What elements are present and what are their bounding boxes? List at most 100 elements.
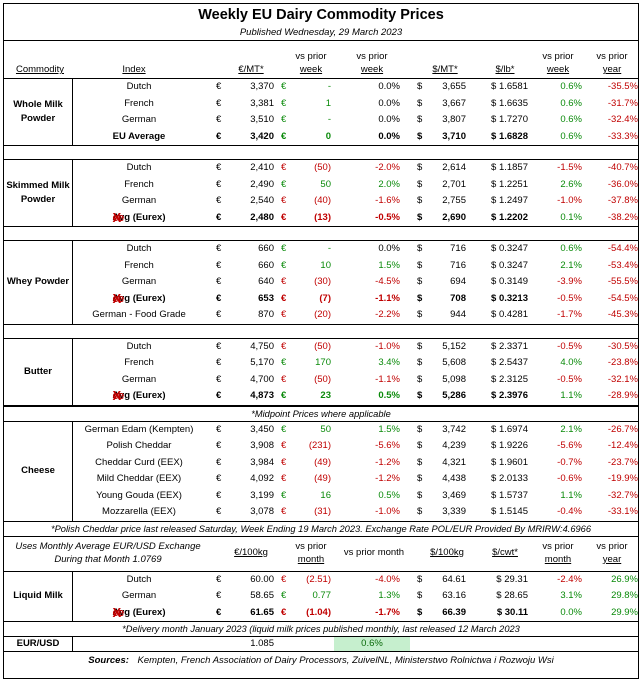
- header-cwt: $/cwt*: [492, 546, 518, 558]
- dollar-symbol: $: [417, 178, 423, 190]
- usd-price: 944: [450, 309, 466, 320]
- usd-per-lb: $ 1.6828: [491, 130, 528, 142]
- year-change: -33.1%: [607, 506, 638, 517]
- header-vs-month-pct: vs prior month: [343, 546, 405, 558]
- usd-week-change: -0.4%: [557, 506, 582, 517]
- header-eur-100kg: €/100kg: [234, 546, 268, 558]
- change-value: 50: [320, 178, 331, 190]
- eur-usd-change: 0.6%: [334, 637, 410, 651]
- usd-price: 5,608: [442, 357, 466, 368]
- euro-symbol: €: [216, 309, 222, 320]
- usd-week-change: 0.6%: [560, 81, 582, 92]
- euro-symbol: €: [216, 357, 222, 368]
- eex-logo-ee: ee: [112, 211, 125, 224]
- dollar-symbol: $: [417, 81, 423, 92]
- change-value: (20): [314, 309, 331, 320]
- index-label: German: [74, 588, 204, 605]
- usd-per-lb: $ 1.5145: [491, 506, 528, 517]
- usd-per-lb: $ 2.3125: [491, 373, 528, 385]
- index-label: ee X Avg (Eurex): [64, 291, 214, 308]
- euro-symbol: €: [216, 292, 222, 304]
- exchange-note-1: Uses Monthly Average EUR/USD Exchange: [15, 540, 201, 552]
- change-percent: 3.4%: [378, 357, 400, 368]
- dollar-symbol: $: [417, 211, 423, 223]
- usd-price: 2,690: [442, 211, 466, 223]
- polish-note: *Polish Cheddar price last released Satu…: [4, 522, 638, 537]
- dollar-symbol: $: [417, 97, 423, 109]
- usd-per-lb: $ 1.6635: [491, 97, 528, 109]
- dollar-symbol: $: [417, 390, 423, 401]
- year-change: -40.7%: [607, 162, 638, 173]
- commodity-group: Whey Powder Dutch €660 € - 0.0% $716 $ 0.3247 0.…: [4, 240, 638, 325]
- eur-price: 640: [258, 276, 274, 287]
- change-value: (2.51): [306, 573, 331, 585]
- euro-symbol: €: [281, 81, 287, 92]
- index-label: German: [74, 193, 204, 210]
- usd-week-change: 0.6%: [560, 114, 582, 125]
- change-value: (30): [314, 276, 331, 287]
- eex-logo-x: X: [112, 209, 122, 225]
- usd-week-change: 4.0%: [560, 357, 582, 368]
- change-value: 1: [325, 97, 331, 109]
- change-value: 0: [325, 130, 331, 142]
- eur-price: 3,078: [250, 506, 274, 517]
- usd-week-change: 3.1%: [560, 590, 582, 601]
- table-row: French €660 €10 1.5% $716 $ 0.3247 2.1% -53.4%: [4, 258, 638, 275]
- eur-usd-label: EUR/USD: [4, 637, 73, 651]
- change-value: 23: [320, 390, 331, 401]
- eur-price: 5,170: [250, 357, 274, 368]
- product-name: Whole Milk Powder: [4, 79, 73, 145]
- euro-symbol: €: [281, 178, 287, 190]
- usd-per-lb: $ 0.3247: [491, 243, 528, 254]
- euro-symbol: €: [216, 243, 222, 254]
- year-change: -45.3%: [607, 309, 638, 320]
- table-header: Commodity Index €/MT* vs prior week vs p…: [4, 41, 638, 79]
- index-label: German: [74, 372, 204, 389]
- year-change: 29.9%: [611, 606, 638, 618]
- change-value: (50): [314, 162, 331, 173]
- header-vs-year: vs prior: [596, 51, 628, 62]
- index-text: Dutch: [126, 340, 152, 352]
- usd-per-lb: $ 2.3976: [491, 390, 528, 401]
- eur-price: 4,873: [250, 390, 274, 401]
- eur-price: 2,490: [250, 178, 274, 190]
- usd-per-lb: $ 30.11: [496, 606, 528, 618]
- usd-price: 5,152: [442, 340, 466, 352]
- index-text: German: [121, 276, 157, 287]
- euro-symbol: €: [216, 390, 222, 401]
- dollar-symbol: $: [417, 590, 423, 601]
- dollar-symbol: $: [417, 606, 423, 618]
- usd-price: 716: [450, 243, 466, 254]
- change-percent: 0.0%: [378, 114, 400, 125]
- table-row: ee X Avg (Eurex) €61.65 € (1.04) -1.7% $66.39 $ …: [4, 605, 638, 622]
- index-text: Dutch: [126, 243, 152, 254]
- change-value: 10: [320, 259, 331, 271]
- usd-week-change: 0.0%: [560, 606, 582, 618]
- change-percent: 0.0%: [378, 81, 400, 92]
- dollar-symbol: $: [417, 573, 423, 585]
- change-percent: -1.7%: [375, 606, 400, 618]
- euro-symbol: €: [216, 81, 222, 92]
- dollar-symbol: $: [417, 130, 423, 142]
- change-value: (50): [314, 340, 331, 352]
- year-change: -32.7%: [607, 489, 638, 501]
- header-commodity: Commodity: [15, 64, 65, 75]
- change-value: 50: [320, 423, 331, 435]
- index-label: German Edam (Kempten): [74, 422, 204, 439]
- eur-price: 2,410: [250, 162, 274, 173]
- header-usd-mt: $/MT*: [432, 64, 458, 75]
- year-change: 26.9%: [611, 573, 638, 585]
- index-text: Avg (Eurex): [112, 390, 166, 401]
- index-label: German: [74, 112, 204, 129]
- usd-week-change: -0.5%: [557, 373, 582, 385]
- euro-symbol: €: [281, 357, 287, 368]
- year-change: -36.0%: [607, 178, 638, 190]
- usd-per-lb: $ 1.7270: [491, 114, 528, 125]
- usd-price: 3,655: [442, 81, 466, 92]
- usd-price: 3,667: [442, 97, 466, 109]
- year-change: -23.8%: [607, 357, 638, 368]
- usd-per-lb: $ 1.9601: [491, 456, 528, 468]
- change-percent: -4.5%: [375, 276, 400, 287]
- euro-symbol: €: [281, 340, 287, 352]
- index-text: German: [121, 114, 157, 125]
